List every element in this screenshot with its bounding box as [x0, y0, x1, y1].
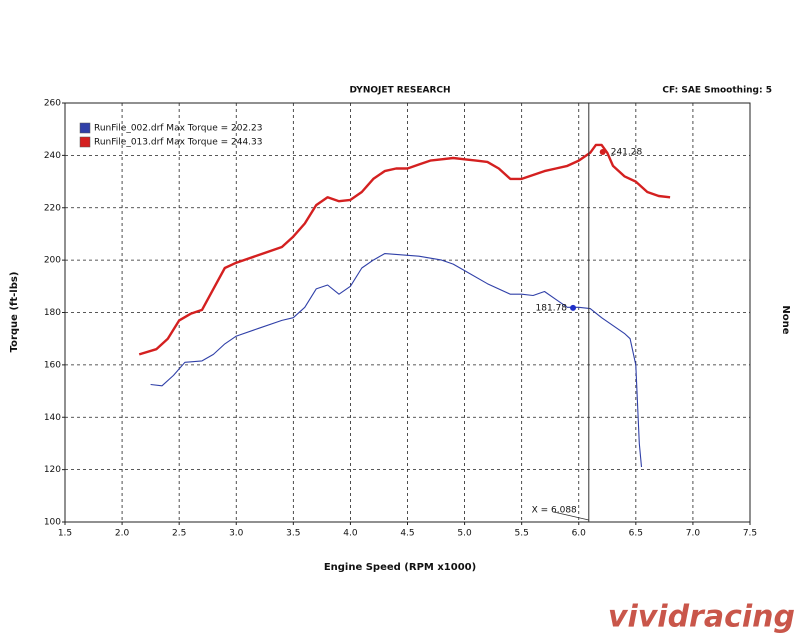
header-title: DYNOJET RESEARCH	[349, 86, 450, 96]
y-tick-label: 160	[44, 360, 61, 370]
y-tick-label: 200	[44, 256, 61, 266]
y-tick-label: 240	[44, 151, 61, 161]
cursor-label: X = 6.088	[532, 506, 577, 516]
point-marker	[570, 304, 577, 311]
point-marker	[599, 149, 606, 156]
legend-swatch	[79, 136, 91, 148]
x-tick-label: 2.0	[115, 529, 130, 539]
y-axis-label: Torque (ft-lbs)	[9, 272, 20, 353]
y-tick-label: 260	[44, 99, 61, 109]
series-line	[138, 143, 671, 356]
x-tick-label: 4.0	[343, 529, 358, 539]
legend-label: RunFile_002.drf Max Torque = 202.23	[94, 124, 263, 134]
x-tick-label: 2.5	[172, 529, 186, 539]
header-settings: CF: SAE Smoothing: 5	[662, 86, 772, 96]
y-tick-label: 180	[44, 308, 61, 318]
legend-label: RunFile_013.drf Max Torque = 244.33	[94, 138, 263, 148]
cursor-leader	[553, 511, 589, 521]
marker-label: 241.28	[611, 148, 643, 158]
y-tick-label: 120	[44, 465, 61, 475]
y-tick-label: 140	[44, 413, 61, 423]
series-line	[150, 253, 643, 468]
watermark: vividracing	[608, 600, 795, 635]
x-tick-label: 5.5	[515, 529, 529, 539]
y-tick-label: 100	[44, 518, 61, 528]
x-tick-label: 3.0	[229, 529, 244, 539]
x-axis-label: Engine Speed (RPM x1000)	[324, 562, 476, 573]
marker-label: 181.78	[536, 303, 568, 313]
x-tick-label: 7.0	[686, 529, 701, 539]
legend-swatch	[79, 122, 91, 134]
x-tick-label: 4.5	[400, 529, 414, 539]
y-tick-label: 220	[44, 203, 61, 213]
x-tick-label: 6.5	[629, 529, 643, 539]
x-tick-label: 6.0	[572, 529, 587, 539]
x-tick-label: 1.5	[58, 529, 72, 539]
x-tick-label: 3.5	[286, 529, 300, 539]
y2-axis-label: None	[780, 305, 791, 334]
x-tick-label: 7.5	[743, 529, 757, 539]
x-tick-label: 5.0	[457, 529, 472, 539]
